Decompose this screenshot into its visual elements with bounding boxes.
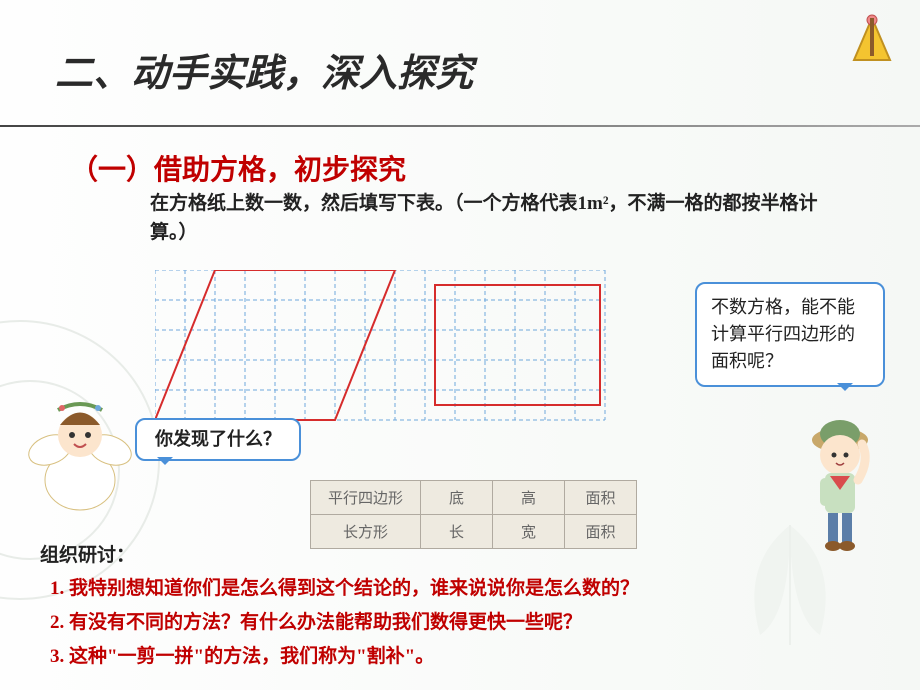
angel-character-icon xyxy=(20,380,140,520)
section-subtitle: （一）借助方格，初步探究 xyxy=(70,148,406,188)
table-row-header: 长方形 xyxy=(311,515,421,549)
table-cell: 面积 xyxy=(565,481,637,515)
watermark-icon xyxy=(710,515,870,660)
question-item: 1. 我特别想知道你们是怎么得到这个结论的，谁来说说你是怎么数的？ xyxy=(50,572,639,606)
table-cell: 面积 xyxy=(565,515,637,549)
section-title: 二、动手实践，深入探究 xyxy=(55,42,473,97)
compass-icon xyxy=(844,10,900,76)
table-cell: 高 xyxy=(493,481,565,515)
grid-figure xyxy=(155,270,615,435)
question-item: 3. 这种"一剪一拼"的方法，我们称为"割补"。 xyxy=(50,640,639,674)
speech-bubble-right: 不数方格，能不能计算平行四边形的面积呢？ xyxy=(695,282,885,387)
table-row-header: 平行四边形 xyxy=(311,481,421,515)
discuss-label: 组织研讨： xyxy=(40,540,135,567)
intro-text: 在方格纸上数一数，然后填写下表。（一个方格代表1m²，不满一格的都按半格计算。） xyxy=(150,190,830,247)
table-cell: 底 xyxy=(421,481,493,515)
shape-table: 平行四边形底高面积长方形长宽面积 xyxy=(310,480,637,549)
question-list: 1. 我特别想知道你们是怎么得到这个结论的，谁来说说你是怎么数的？2. 有没有不… xyxy=(50,572,639,675)
table-cell: 宽 xyxy=(493,515,565,549)
table-cell: 长 xyxy=(421,515,493,549)
speech-bubble-left: 你发现了什么？ xyxy=(135,418,301,461)
divider xyxy=(0,125,920,127)
question-item: 2. 有没有不同的方法？有什么办法能帮助我们数得更快一些呢？ xyxy=(50,606,639,640)
